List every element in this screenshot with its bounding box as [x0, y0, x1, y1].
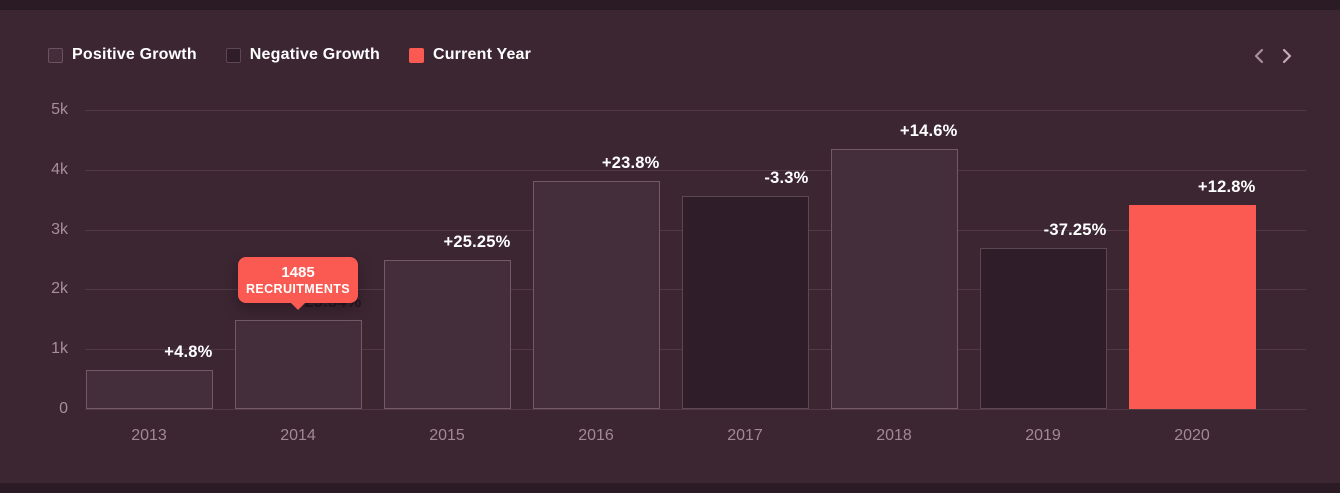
tooltip: 1485 RECRUITMENTS [238, 257, 358, 310]
growth-label-2017: -3.3% [764, 169, 809, 188]
bar-2018[interactable] [830, 148, 958, 409]
x-axis-label-2018: 2018 [876, 427, 912, 444]
growth-label-2019: -37.25% [1043, 221, 1107, 240]
legend-item-negative-growth[interactable]: Negative Growth [225, 46, 380, 64]
legend-item-current-year[interactable]: Current Year [408, 46, 532, 64]
tooltip-value: 1485 [281, 263, 315, 281]
chevron-right-icon[interactable] [1278, 46, 1296, 66]
x-axis-label-2014: 2014 [280, 427, 316, 444]
current-year-swatch-icon [408, 47, 424, 63]
gridline [85, 169, 1306, 171]
legend-label: Positive Growth [72, 46, 197, 63]
bar-2020[interactable] [1128, 205, 1256, 409]
chevron-left-icon[interactable] [1250, 46, 1268, 66]
bar-2016[interactable] [532, 181, 660, 409]
x-axis-label-2019: 2019 [1025, 427, 1061, 444]
growth-label-2016: +23.8% [601, 154, 660, 173]
x-axis-label-2013: 2013 [131, 427, 167, 444]
y-axis-tick-label: 0 [59, 400, 68, 417]
growth-label-2015: +25.25% [443, 233, 511, 252]
gridline [85, 409, 1306, 410]
x-axis-label-2016: 2016 [578, 427, 614, 444]
legend-label: Negative Growth [249, 46, 380, 63]
bar-2017[interactable] [681, 196, 809, 409]
x-axis-label-2015: 2015 [429, 427, 465, 444]
y-axis-tick-label: 1k [51, 340, 68, 358]
legend-label: Current Year [432, 46, 532, 63]
y-axis-tick-label: 4k [51, 160, 68, 178]
growth-label-2018: +14.6% [899, 121, 958, 140]
negative-growth-swatch-icon [225, 47, 241, 63]
chart-legend: Positive Growth Negative Growth Current … [48, 46, 531, 64]
top-edge-strip [0, 0, 1340, 10]
bar-2014[interactable] [234, 320, 362, 409]
bottom-edge-strip [0, 483, 1340, 493]
bar-2015[interactable] [383, 260, 511, 409]
gridline [85, 110, 1306, 111]
tooltip-arrow [290, 302, 306, 310]
chart-pager [1250, 46, 1296, 66]
bar-2019[interactable] [979, 248, 1107, 409]
x-axis-label-2017: 2017 [727, 427, 763, 444]
tooltip-label: RECRUITMENTS [245, 281, 351, 296]
y-axis-tick-label: 2k [51, 280, 68, 298]
y-axis-tick-label: 5k [51, 101, 68, 118]
growth-label-2020: +12.8% [1197, 178, 1256, 197]
growth-label-2013: +4.8% [164, 343, 213, 362]
y-axis-tick-label: 3k [51, 220, 68, 238]
legend-item-positive-growth[interactable]: Positive Growth [48, 46, 197, 64]
x-axis-label-2020: 2020 [1174, 427, 1210, 444]
bar-2013[interactable] [85, 370, 213, 409]
positive-growth-swatch-icon [48, 47, 63, 63]
